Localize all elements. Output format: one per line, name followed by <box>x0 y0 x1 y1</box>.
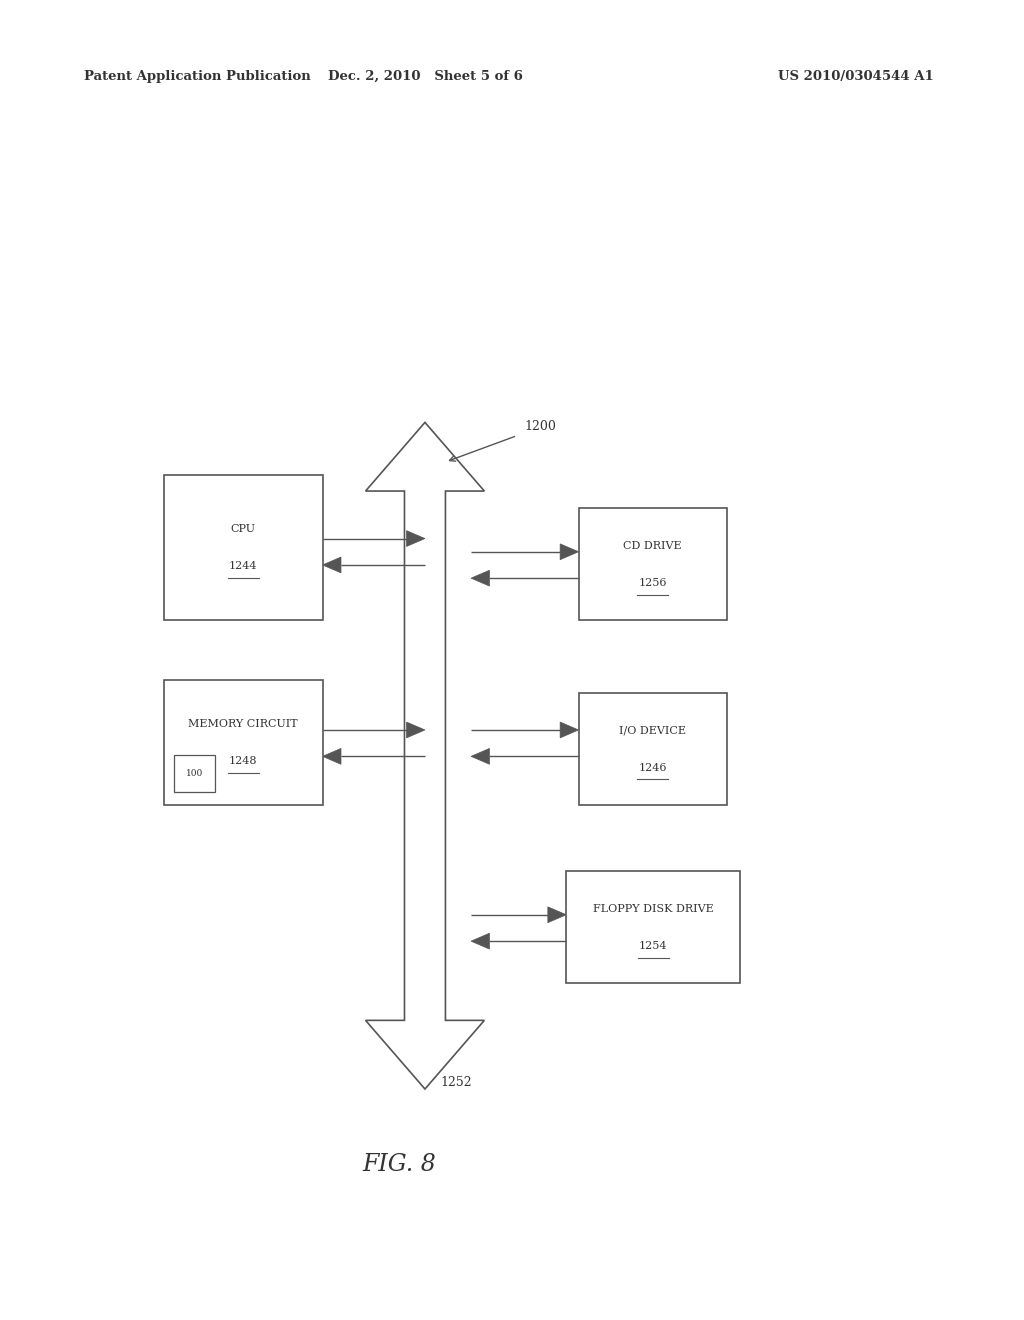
Text: FIG. 8: FIG. 8 <box>362 1152 436 1176</box>
Text: 1246: 1246 <box>639 763 667 772</box>
Text: 1254: 1254 <box>639 941 668 950</box>
Text: 1244: 1244 <box>229 561 257 572</box>
Text: 1252: 1252 <box>440 1076 472 1089</box>
Text: 1256: 1256 <box>639 578 667 587</box>
Text: Patent Application Publication: Patent Application Publication <box>84 70 310 83</box>
Polygon shape <box>560 722 579 738</box>
Text: MEMORY CIRCUIT: MEMORY CIRCUIT <box>188 719 298 729</box>
Text: US 2010/0304544 A1: US 2010/0304544 A1 <box>778 70 934 83</box>
Text: 1200: 1200 <box>524 420 556 433</box>
Polygon shape <box>323 748 341 764</box>
FancyBboxPatch shape <box>174 755 215 792</box>
Text: 1248: 1248 <box>229 756 257 766</box>
Polygon shape <box>471 748 489 764</box>
FancyBboxPatch shape <box>579 693 727 805</box>
Text: Dec. 2, 2010   Sheet 5 of 6: Dec. 2, 2010 Sheet 5 of 6 <box>328 70 522 83</box>
Text: 100: 100 <box>186 770 203 777</box>
Polygon shape <box>471 933 489 949</box>
Polygon shape <box>323 557 341 573</box>
FancyBboxPatch shape <box>566 871 740 983</box>
Polygon shape <box>366 422 484 1089</box>
Text: FLOPPY DISK DRIVE: FLOPPY DISK DRIVE <box>593 904 714 913</box>
FancyBboxPatch shape <box>164 680 323 805</box>
Polygon shape <box>471 570 489 586</box>
Text: CPU: CPU <box>230 524 256 535</box>
Polygon shape <box>407 531 425 546</box>
Text: CD DRIVE: CD DRIVE <box>624 541 682 550</box>
Text: I/O DEVICE: I/O DEVICE <box>620 726 686 735</box>
Polygon shape <box>560 544 579 560</box>
FancyBboxPatch shape <box>164 475 323 620</box>
FancyBboxPatch shape <box>579 508 727 620</box>
Polygon shape <box>548 907 566 923</box>
Polygon shape <box>407 722 425 738</box>
